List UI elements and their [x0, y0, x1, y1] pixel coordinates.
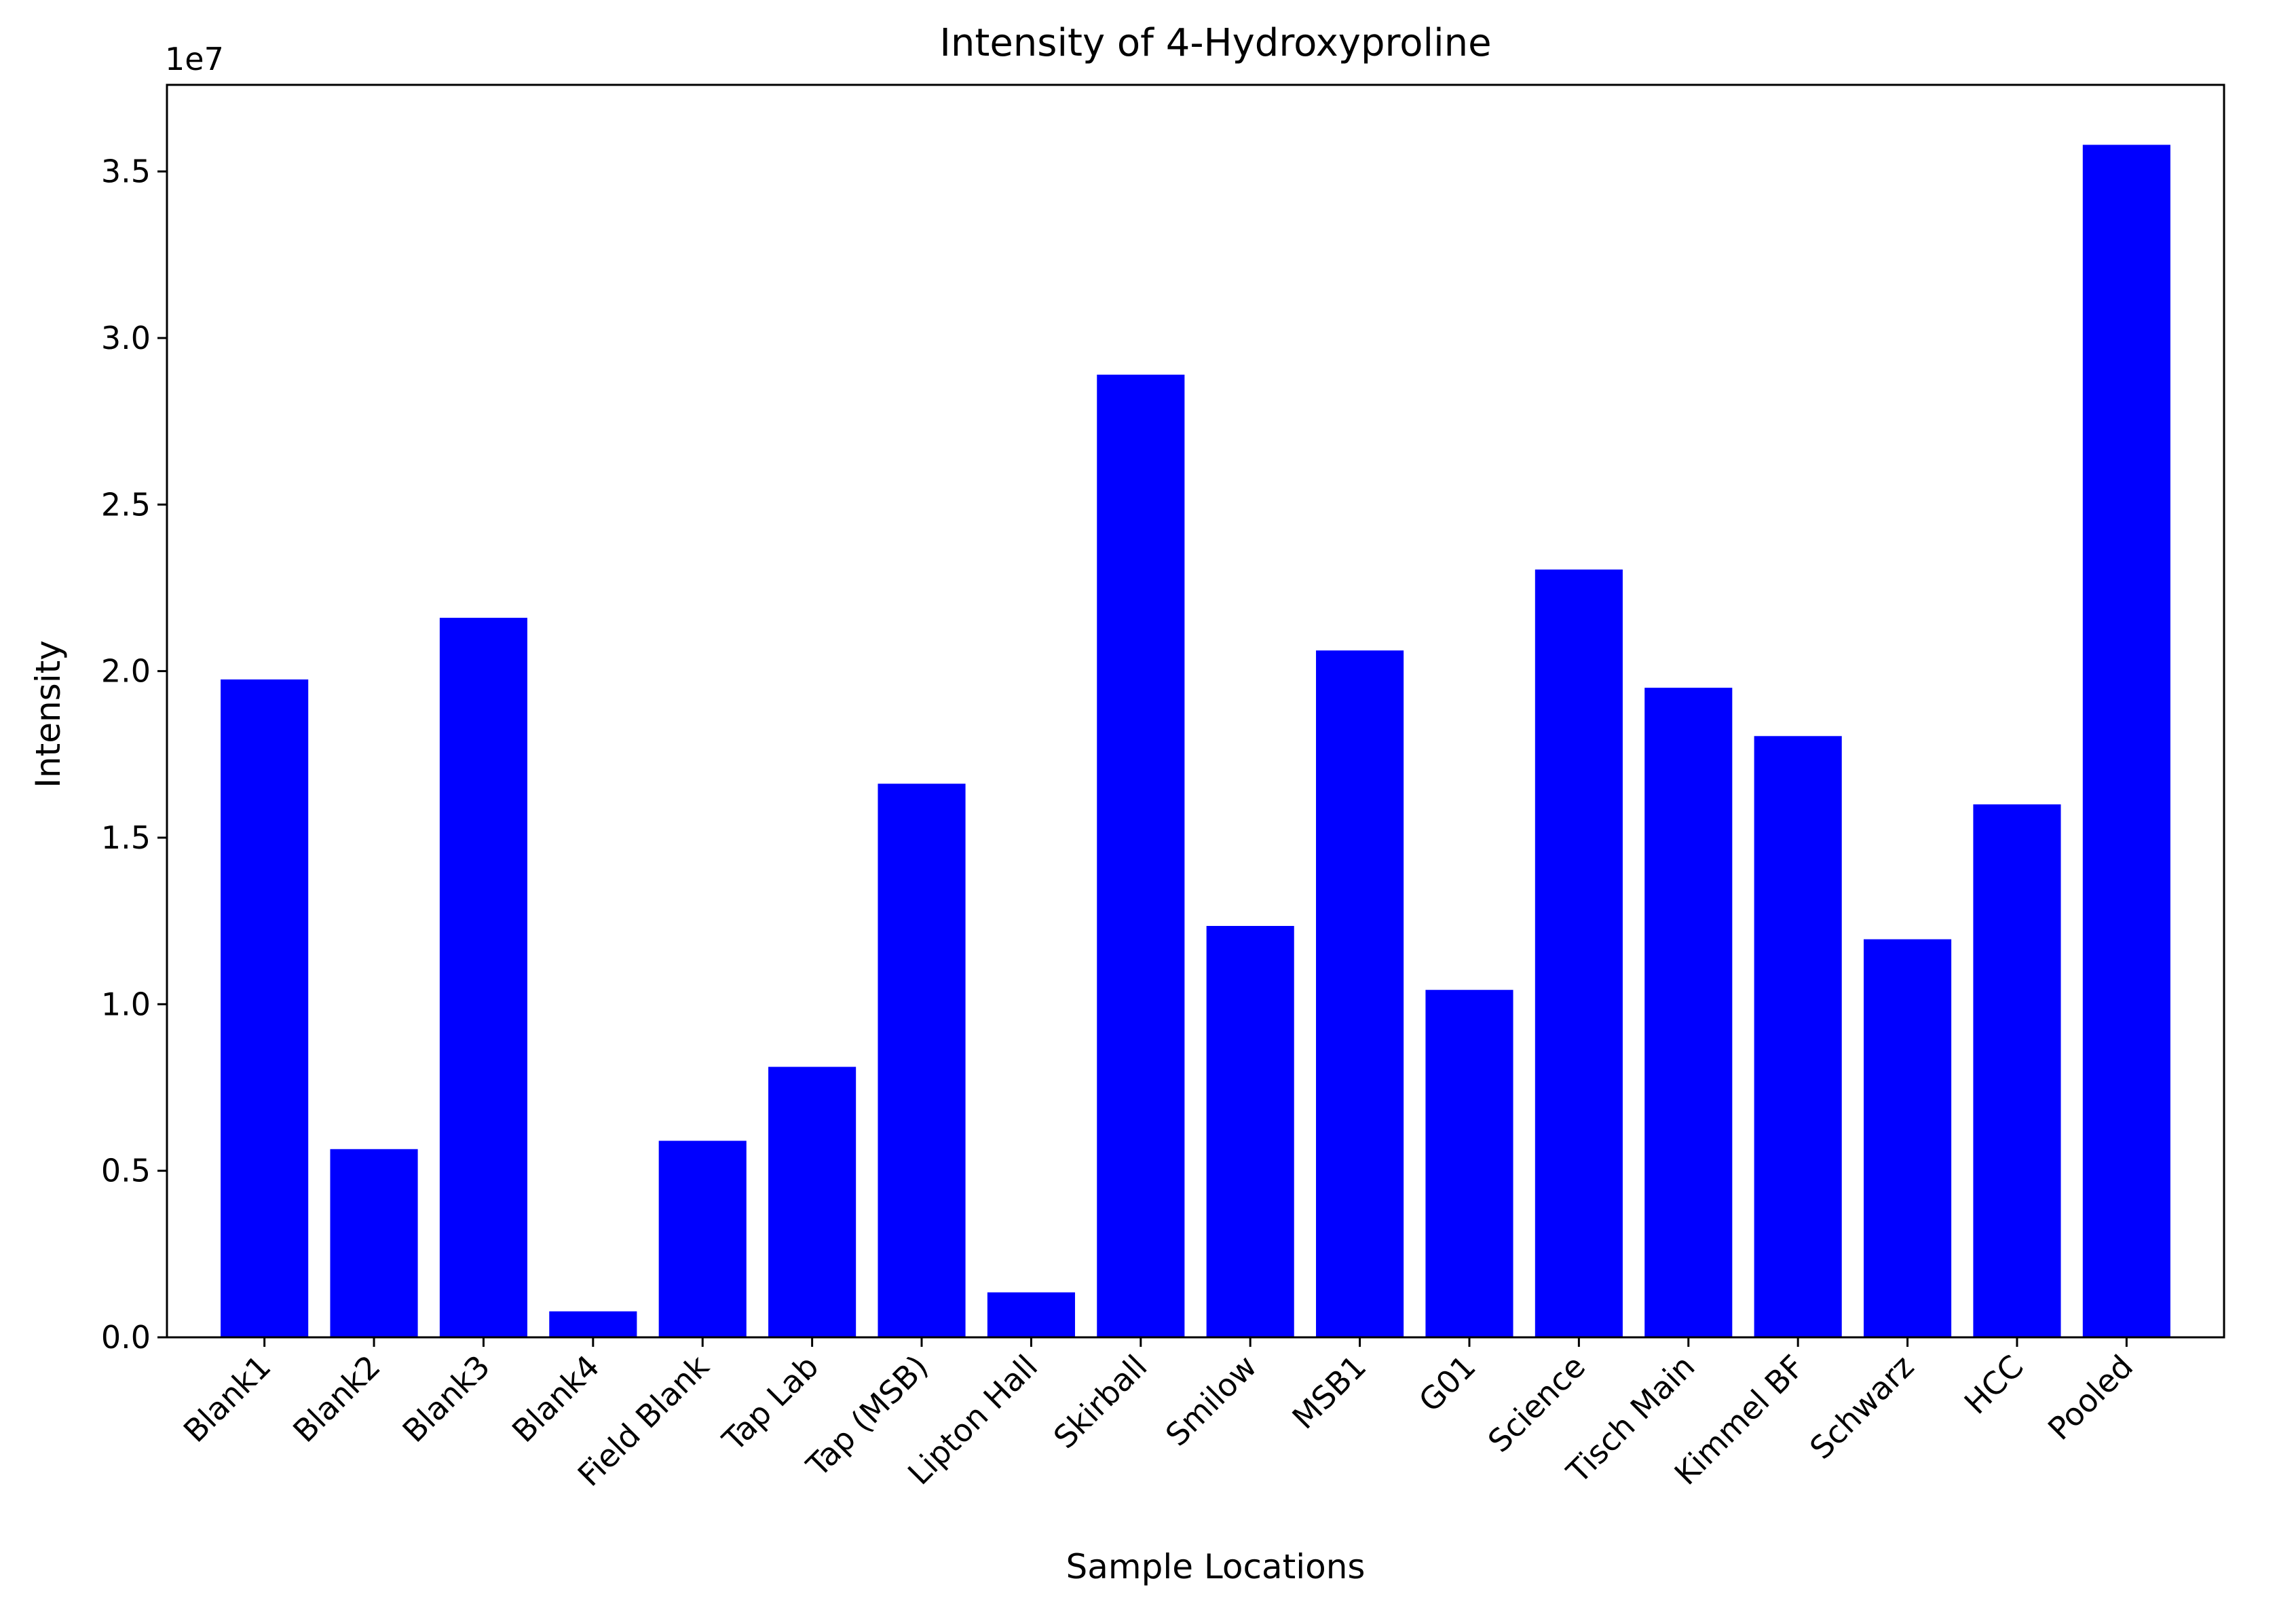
bar — [1316, 650, 1404, 1337]
bar — [439, 618, 527, 1337]
bar — [549, 1311, 637, 1337]
bar — [1754, 736, 1842, 1337]
bar — [1425, 990, 1513, 1337]
bar — [1644, 688, 1733, 1337]
bar — [768, 1066, 857, 1337]
y-tick-label: 3.5 — [101, 153, 151, 190]
bar — [878, 783, 966, 1337]
y-tick-label: 3.0 — [101, 320, 151, 356]
bar — [221, 679, 309, 1337]
bar — [658, 1140, 747, 1337]
y-axis-label: Intensity — [29, 640, 68, 788]
y-tick-label: 0.5 — [101, 1153, 151, 1189]
bar — [1206, 925, 1294, 1337]
y-tick-label: 1.5 — [101, 819, 151, 856]
bar — [1864, 939, 1952, 1337]
y-tick-label: 1.0 — [101, 986, 151, 1022]
y-axis-offset-label: 1e7 — [165, 41, 224, 77]
bar — [1535, 569, 1623, 1338]
bar — [1097, 374, 1185, 1337]
chart-title: Intensity of 4-Hydroxyproline — [939, 21, 1491, 65]
y-tick-label: 0.0 — [101, 1319, 151, 1356]
bar — [2082, 145, 2170, 1337]
y-tick-label: 2.5 — [101, 486, 151, 523]
plot-area-frame — [166, 83, 2225, 1339]
y-axis-ticks: 0.0 0.5 1.0 1.5 2.0 2.5 3.0 3.5 — [101, 153, 167, 1356]
x-axis-label: Sample Locations — [1066, 1547, 1366, 1586]
y-tick-label: 2.0 — [101, 653, 151, 690]
bar — [987, 1292, 1075, 1337]
bar — [1973, 804, 2061, 1337]
bars-group — [221, 145, 2170, 1338]
bar — [330, 1149, 418, 1337]
